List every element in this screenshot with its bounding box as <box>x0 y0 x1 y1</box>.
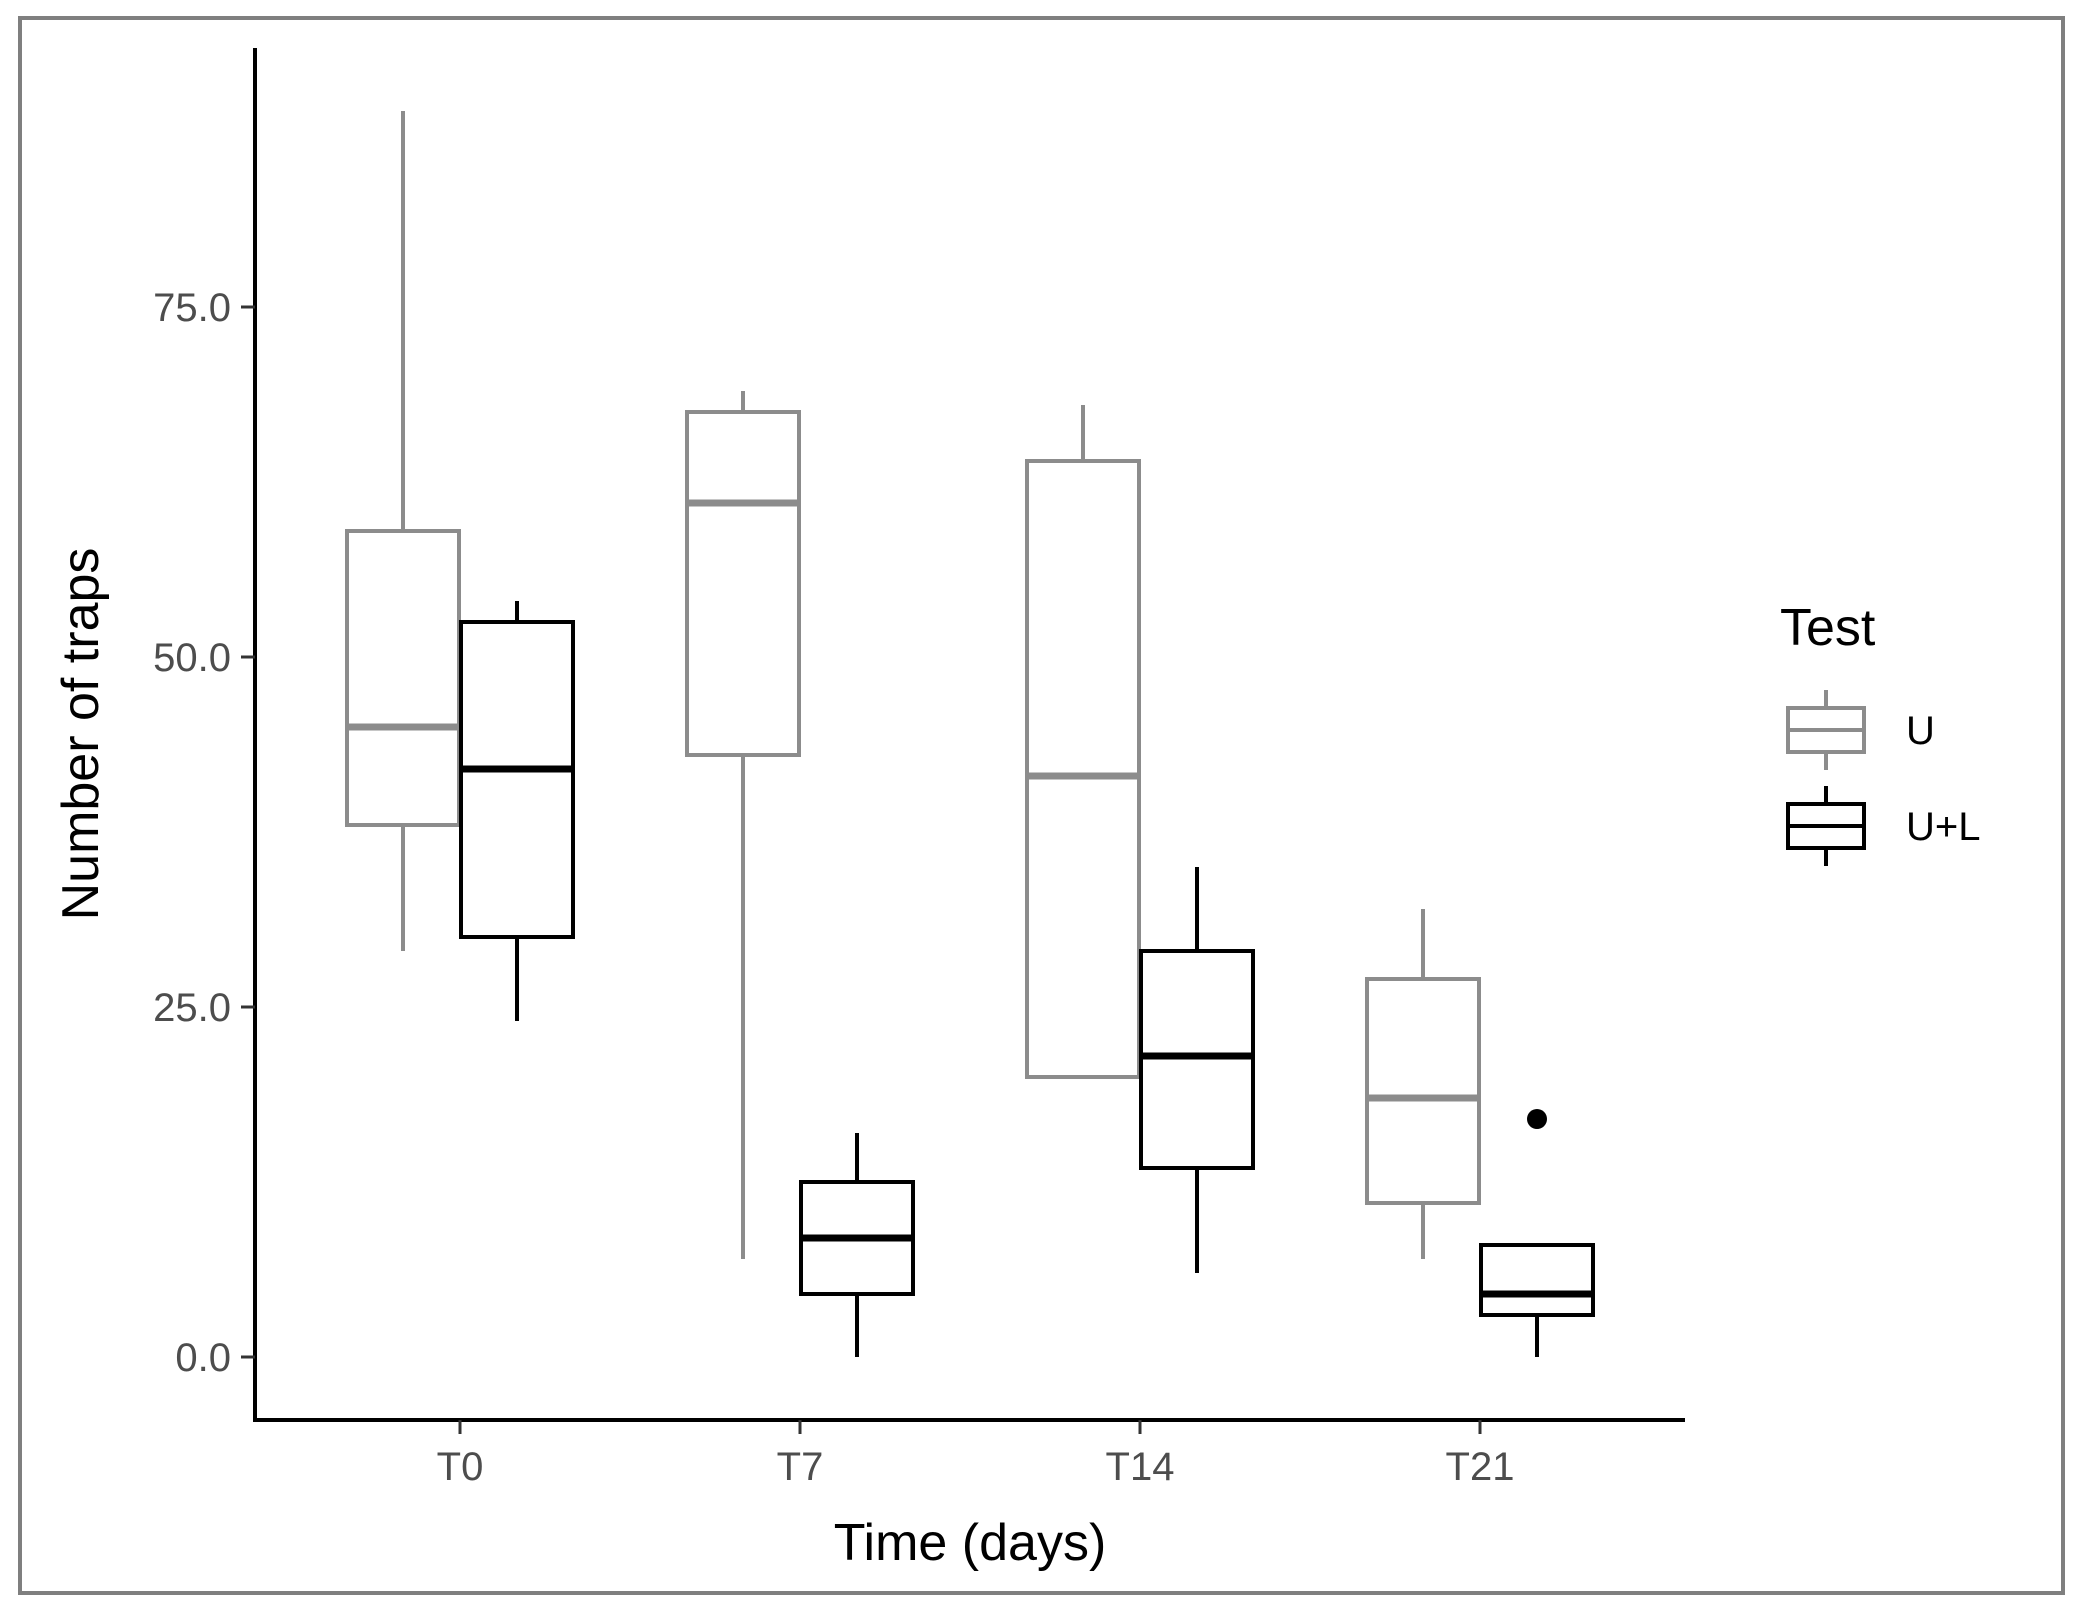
box-u-t0 <box>345 111 461 951</box>
x-tick-label: T14 <box>1106 1445 1175 1489</box>
legend-entry-u: U <box>1786 690 1935 770</box>
legend-entry-uplusl: U+L <box>1786 786 1981 866</box>
box-u-t7 <box>685 391 801 1259</box>
box-uplusl-t21 <box>1479 1109 1595 1357</box>
box-body <box>685 410 801 757</box>
x-tick-label: T21 <box>1446 1445 1515 1489</box>
box-body <box>1025 459 1141 1079</box>
axes: 0.0 25.0 50.0 75.0 T0 T7 T14 T21 <box>153 48 1685 1489</box>
plot-area <box>345 111 1595 1357</box>
y-tick-label: 0.0 <box>175 1336 231 1380</box>
box-uplusl-t14 <box>1139 867 1255 1273</box>
y-tick-label: 25.0 <box>153 986 231 1030</box>
legend-title: Test <box>1780 599 1876 657</box>
outlier-point <box>1527 1109 1547 1129</box>
x-tick-label: T0 <box>437 1445 484 1489</box>
box-body <box>1365 977 1481 1205</box>
box-body <box>459 620 575 939</box>
box-body <box>1479 1243 1595 1317</box>
y-tick-label: 75.0 <box>153 286 231 330</box>
box-u-t14 <box>1025 405 1141 1079</box>
legend: Test U U+L <box>1780 599 1981 866</box>
legend-label: U+L <box>1906 805 1981 849</box>
box-uplusl-t0 <box>459 601 575 1021</box>
x-tick-label: T7 <box>777 1445 824 1489</box>
y-tick-label: 50.0 <box>153 636 231 680</box>
box-uplusl-t7 <box>799 1133 915 1357</box>
box-u-t21 <box>1365 909 1481 1259</box>
x-axis-title: Time (days) <box>834 1514 1107 1572</box>
legend-label: U <box>1906 709 1935 753</box>
y-axis-title: Number of traps <box>52 548 110 921</box>
box-body <box>345 529 461 827</box>
